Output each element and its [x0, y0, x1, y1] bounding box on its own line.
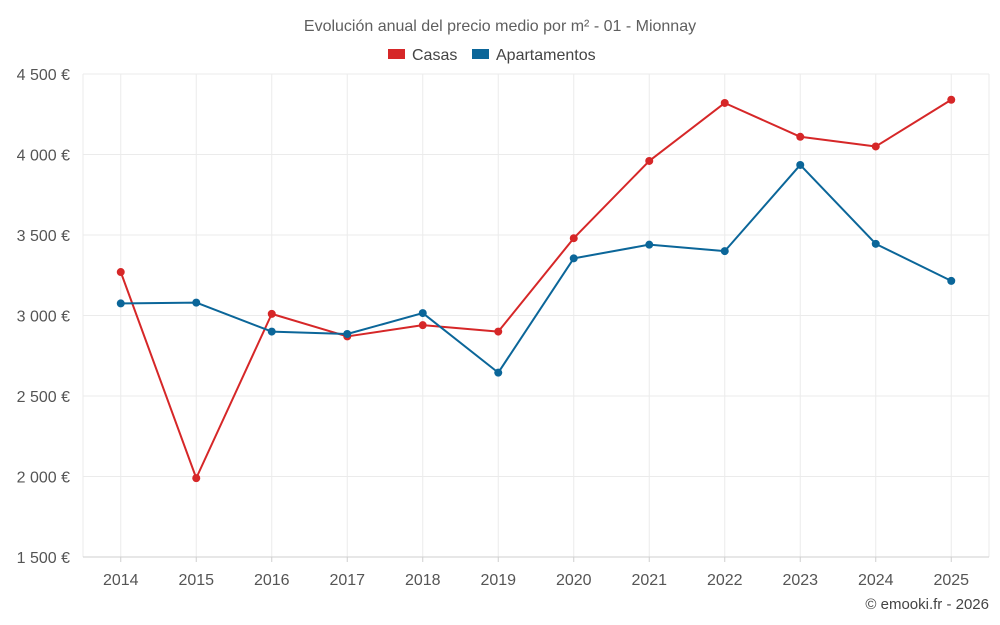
x-tick-label: 2022	[707, 572, 743, 589]
legend: Casas Apartamentos	[388, 47, 596, 64]
x-tick-label: 2016	[254, 572, 290, 589]
series-line-apartamentos	[119, 163, 953, 374]
data-point-casas[interactable]	[116, 268, 125, 277]
legend-item-apartamentos[interactable]: Apartamentos	[472, 47, 596, 64]
legend-swatch-apartamentos	[472, 49, 489, 59]
y-tick-label: 2 000 €	[17, 470, 70, 487]
data-point-apartamentos[interactable]	[645, 240, 654, 249]
series-line-casas	[119, 98, 953, 480]
legend-label-casas: Casas	[412, 47, 457, 64]
y-tick-label: 2 500 €	[17, 389, 70, 406]
data-point-apartamentos[interactable]	[418, 309, 427, 318]
data-point-apartamentos[interactable]	[494, 368, 503, 377]
data-point-casas[interactable]	[871, 142, 880, 151]
x-tick-label: 2025	[933, 572, 969, 589]
y-tick-label: 1 500 €	[17, 550, 70, 567]
data-point-apartamentos[interactable]	[947, 276, 956, 285]
x-tick-label: 2019	[480, 572, 516, 589]
x-tick-label: 2017	[329, 572, 365, 589]
x-tick-label: 2024	[858, 572, 894, 589]
y-axis: 1 500 € 2 000 € 2 500 € 3 000 € 3 500 € 4 000…	[17, 67, 70, 567]
data-point-casas[interactable]	[494, 327, 503, 336]
data-point-apartamentos[interactable]	[192, 298, 201, 307]
data-point-apartamentos[interactable]	[720, 247, 729, 256]
data-point-casas[interactable]	[569, 234, 578, 243]
x-tick-label: 2023	[782, 572, 818, 589]
series-casas	[116, 95, 956, 483]
y-tick-label: 3 500 €	[17, 228, 70, 245]
x-tick-label: 2021	[631, 572, 667, 589]
data-point-apartamentos[interactable]	[343, 330, 352, 339]
series-layer	[116, 95, 956, 483]
series-apartamentos	[116, 160, 956, 377]
data-point-apartamentos[interactable]	[796, 160, 805, 169]
chart-title: Evolución anual del precio medio por m² …	[304, 18, 696, 35]
data-point-apartamentos[interactable]	[871, 239, 880, 248]
grid	[82, 73, 990, 557]
x-axis: 2014 2015 2016 2017 2018 2019 2020 2021 2022 2023…	[83, 556, 989, 589]
data-point-casas[interactable]	[645, 156, 654, 165]
data-point-casas[interactable]	[720, 98, 729, 107]
legend-label-apartamentos: Apartamentos	[496, 47, 596, 64]
x-tick-label: 2018	[405, 572, 441, 589]
x-tick-label: 2020	[556, 572, 592, 589]
data-point-casas[interactable]	[796, 132, 805, 141]
data-point-casas[interactable]	[418, 321, 427, 330]
y-tick-label: 3 000 €	[17, 309, 70, 326]
data-point-casas[interactable]	[267, 309, 276, 318]
legend-swatch-casas	[388, 49, 405, 59]
legend-item-casas[interactable]: Casas	[388, 47, 457, 64]
credit-text: © emooki.fr - 2026	[865, 596, 989, 613]
data-point-apartamentos[interactable]	[569, 254, 578, 263]
x-tick-label: 2015	[178, 572, 214, 589]
data-point-casas[interactable]	[192, 474, 201, 483]
x-tick-label: 2014	[103, 572, 139, 589]
data-point-apartamentos[interactable]	[267, 327, 276, 336]
y-tick-label: 4 500 €	[17, 67, 70, 84]
y-tick-label: 4 000 €	[17, 148, 70, 165]
data-point-apartamentos[interactable]	[116, 299, 125, 308]
data-point-casas[interactable]	[947, 95, 956, 104]
